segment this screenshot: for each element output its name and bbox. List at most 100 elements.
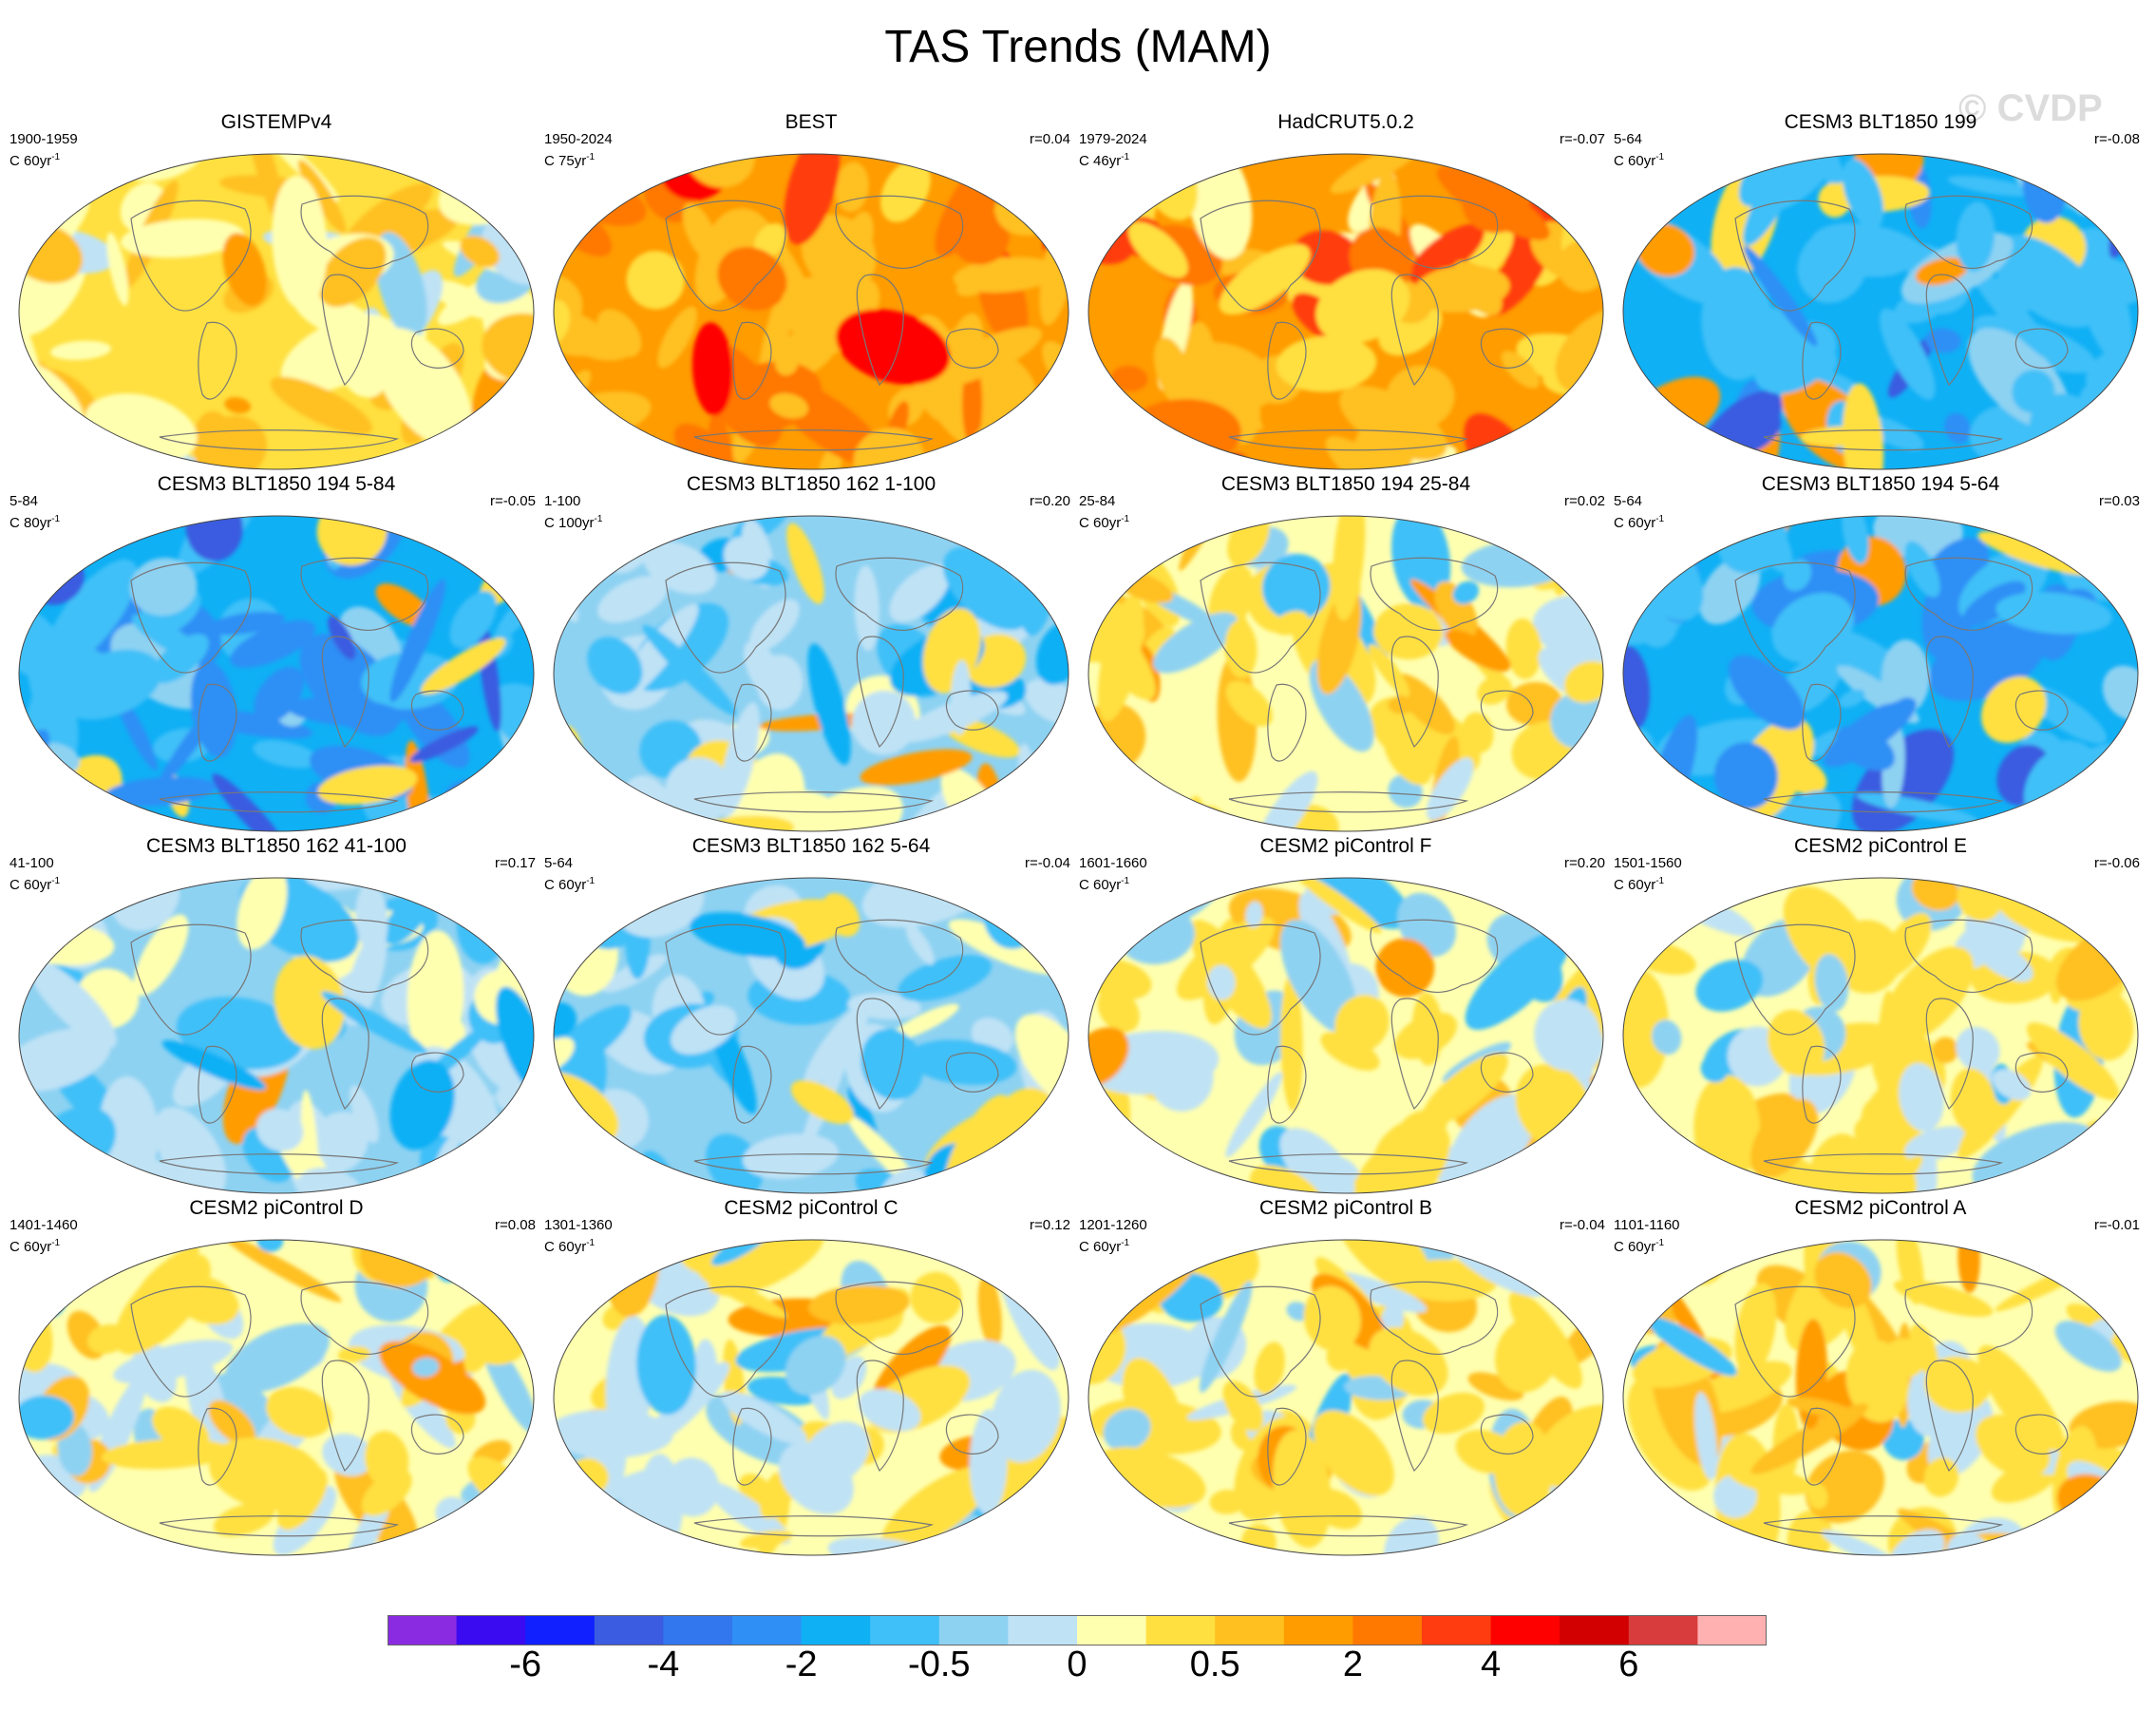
panel-units-value: C 60 bbox=[1079, 877, 1109, 893]
panel-period: 1201-1260 bbox=[1079, 1217, 1147, 1233]
cvdp-watermark: © CVDP bbox=[1958, 87, 2103, 129]
panel-units-value: C 60 bbox=[1079, 515, 1109, 531]
trend-map bbox=[1622, 515, 2139, 832]
map-panel: CESM3 BLT1850 199 5-64 C 60yr-1 r=-0.08 bbox=[1614, 108, 2147, 470]
trend-map bbox=[1622, 153, 2139, 470]
panel-period: 25-84 bbox=[1079, 493, 1116, 509]
panel-units-value: C 60 bbox=[1614, 1239, 1644, 1255]
map-panel: CESM3 BLT1850 194 25-84 25-84 C 60yr-1 r=0.… bbox=[1079, 470, 1613, 832]
panel-units-exponent: -1 bbox=[1121, 1238, 1130, 1248]
map-panel: CESM2 piControl C 1301-1360 C 60yr-1 r=0.12 bbox=[544, 1194, 1078, 1556]
panel-title: CESM3 BLT1850 162 1-100 bbox=[686, 473, 936, 495]
panel-title: CESM2 piControl F bbox=[1259, 835, 1432, 857]
panel-units-value: C 60 bbox=[1614, 877, 1644, 893]
panel-period: 1501-1560 bbox=[1614, 855, 1682, 871]
panel-units-suffix: yr bbox=[39, 153, 52, 169]
colorbar-box bbox=[456, 1615, 526, 1645]
colorbar-box bbox=[525, 1615, 596, 1645]
panel-units-value: C 100 bbox=[544, 515, 583, 531]
colorbar-box bbox=[594, 1615, 664, 1645]
colorbar-box bbox=[1215, 1615, 1285, 1645]
colorbar-box bbox=[388, 1615, 458, 1645]
panel-title: CESM2 piControl B bbox=[1258, 1197, 1433, 1219]
panel-title: CESM3 BLT1850 194 5-84 bbox=[157, 473, 396, 495]
panel-units-value: C 60 bbox=[9, 153, 40, 169]
colorbar-box bbox=[938, 1615, 1009, 1645]
panel-units: C 60yr-1 bbox=[1614, 511, 1664, 532]
panel-units: C 80yr-1 bbox=[9, 511, 60, 532]
trend-map bbox=[553, 153, 1069, 470]
panel-pattern-correlation: r=-0.08 bbox=[2094, 131, 2140, 147]
panel-units-suffix: yr bbox=[1108, 153, 1122, 169]
trend-map bbox=[1087, 1239, 1604, 1556]
panel-units: C 60yr-1 bbox=[544, 873, 595, 894]
map-panel: CESM3 BLT1850 194 5-64 5-64 C 60yr-1 r=0.03 bbox=[1614, 470, 2147, 832]
trend-map bbox=[1622, 1239, 2139, 1556]
panel-units-suffix: yr bbox=[1643, 153, 1656, 169]
panel-pattern-correlation: r=0.20 bbox=[1030, 493, 1070, 509]
panel-units: C 46yr-1 bbox=[1079, 149, 1129, 170]
trend-map bbox=[553, 877, 1069, 1194]
panel-units-exponent: -1 bbox=[594, 514, 603, 524]
panel-units: C 60yr-1 bbox=[1079, 873, 1129, 894]
panel-units-suffix: yr bbox=[1108, 1239, 1122, 1255]
colorbar-box bbox=[1283, 1615, 1353, 1645]
panel-units: C 60yr-1 bbox=[9, 1235, 60, 1256]
panel-units-suffix: yr bbox=[574, 153, 587, 169]
panel-pattern-correlation: r=-0.07 bbox=[1560, 131, 1605, 147]
map-panel: HadCRUT5.0.2 1979-2024 C 46yr-1 r=-0.07 bbox=[1079, 108, 1613, 470]
colorbar-tick-label: 4 bbox=[1481, 1645, 1502, 1684]
panel-units-value: C 60 bbox=[1614, 153, 1644, 169]
trend-map bbox=[18, 877, 535, 1194]
panel-units-exponent: -1 bbox=[1655, 152, 1665, 162]
colorbar-box bbox=[1352, 1615, 1423, 1645]
panel-units-suffix: yr bbox=[582, 515, 595, 531]
panel-period: 1601-1660 bbox=[1079, 855, 1147, 871]
panel-pattern-correlation: r=0.03 bbox=[2099, 493, 2140, 509]
panel-units-value: C 60 bbox=[544, 877, 575, 893]
panel-period: 5-64 bbox=[1614, 493, 1643, 509]
colorbar-tick-label: 6 bbox=[1618, 1645, 1639, 1684]
panel-title: CESM3 BLT1850 162 41-100 bbox=[146, 835, 407, 857]
colorbar-box bbox=[1145, 1615, 1216, 1645]
panel-units-suffix: yr bbox=[39, 877, 52, 893]
panel-units-exponent: -1 bbox=[51, 876, 61, 886]
colorbar-tick-label: -6 bbox=[509, 1645, 542, 1684]
panel-period: 1979-2024 bbox=[1079, 131, 1147, 147]
panel-units-value: C 75 bbox=[544, 153, 575, 169]
panel-title: CESM3 BLT1850 194 5-64 bbox=[1761, 473, 2000, 495]
panel-period: 1-100 bbox=[544, 493, 581, 509]
panel-units: C 60yr-1 bbox=[9, 149, 60, 170]
panel-units: C 60yr-1 bbox=[1614, 1235, 1664, 1256]
panel-pattern-correlation: r=-0.05 bbox=[490, 493, 536, 509]
colorbar-box bbox=[1008, 1615, 1078, 1645]
colorbar-tick-label: 0.5 bbox=[1189, 1645, 1240, 1684]
map-panel: CESM3 BLT1850 194 5-84 5-84 C 80yr-1 r=-0.0… bbox=[9, 470, 543, 832]
map-panel: BEST 1950-2024 C 75yr-1 r=0.04 bbox=[544, 108, 1078, 470]
panel-pattern-correlation: r=0.20 bbox=[1564, 855, 1605, 871]
panel-title: HadCRUT5.0.2 bbox=[1277, 111, 1414, 133]
trend-map bbox=[1622, 877, 2139, 1194]
panel-units: C 60yr-1 bbox=[1079, 1235, 1129, 1256]
panel-title: CESM3 BLT1850 199 bbox=[1784, 111, 1977, 133]
colorbar bbox=[388, 1615, 1767, 1645]
panel-units-value: C 60 bbox=[9, 877, 40, 893]
panel-units-suffix: yr bbox=[1643, 515, 1656, 531]
panel-units: C 60yr-1 bbox=[1614, 873, 1664, 894]
panel-units-suffix: yr bbox=[574, 1239, 587, 1255]
panel-units-exponent: -1 bbox=[51, 152, 61, 162]
panel-period: 5-64 bbox=[1614, 131, 1643, 147]
panel-units-value: C 60 bbox=[9, 1239, 40, 1255]
panel-units: C 60yr-1 bbox=[544, 1235, 595, 1256]
trend-map bbox=[553, 515, 1069, 832]
panel-units-exponent: -1 bbox=[586, 1238, 596, 1248]
map-panel: CESM2 piControl B 1201-1260 C 60yr-1 r=-0.0… bbox=[1079, 1194, 1613, 1556]
panel-pattern-correlation: r=0.08 bbox=[495, 1217, 536, 1233]
panel-period: 1950-2024 bbox=[544, 131, 613, 147]
map-panel: CESM2 piControl F 1601-1660 C 60yr-1 r=0.20 bbox=[1079, 832, 1613, 1194]
trend-map bbox=[18, 1239, 535, 1556]
panel-units-suffix: yr bbox=[574, 877, 587, 893]
panel-pattern-correlation: r=0.12 bbox=[1030, 1217, 1070, 1233]
panel-title: GISTEMPv4 bbox=[220, 111, 332, 133]
panel-title: CESM2 piControl E bbox=[1793, 835, 1968, 857]
